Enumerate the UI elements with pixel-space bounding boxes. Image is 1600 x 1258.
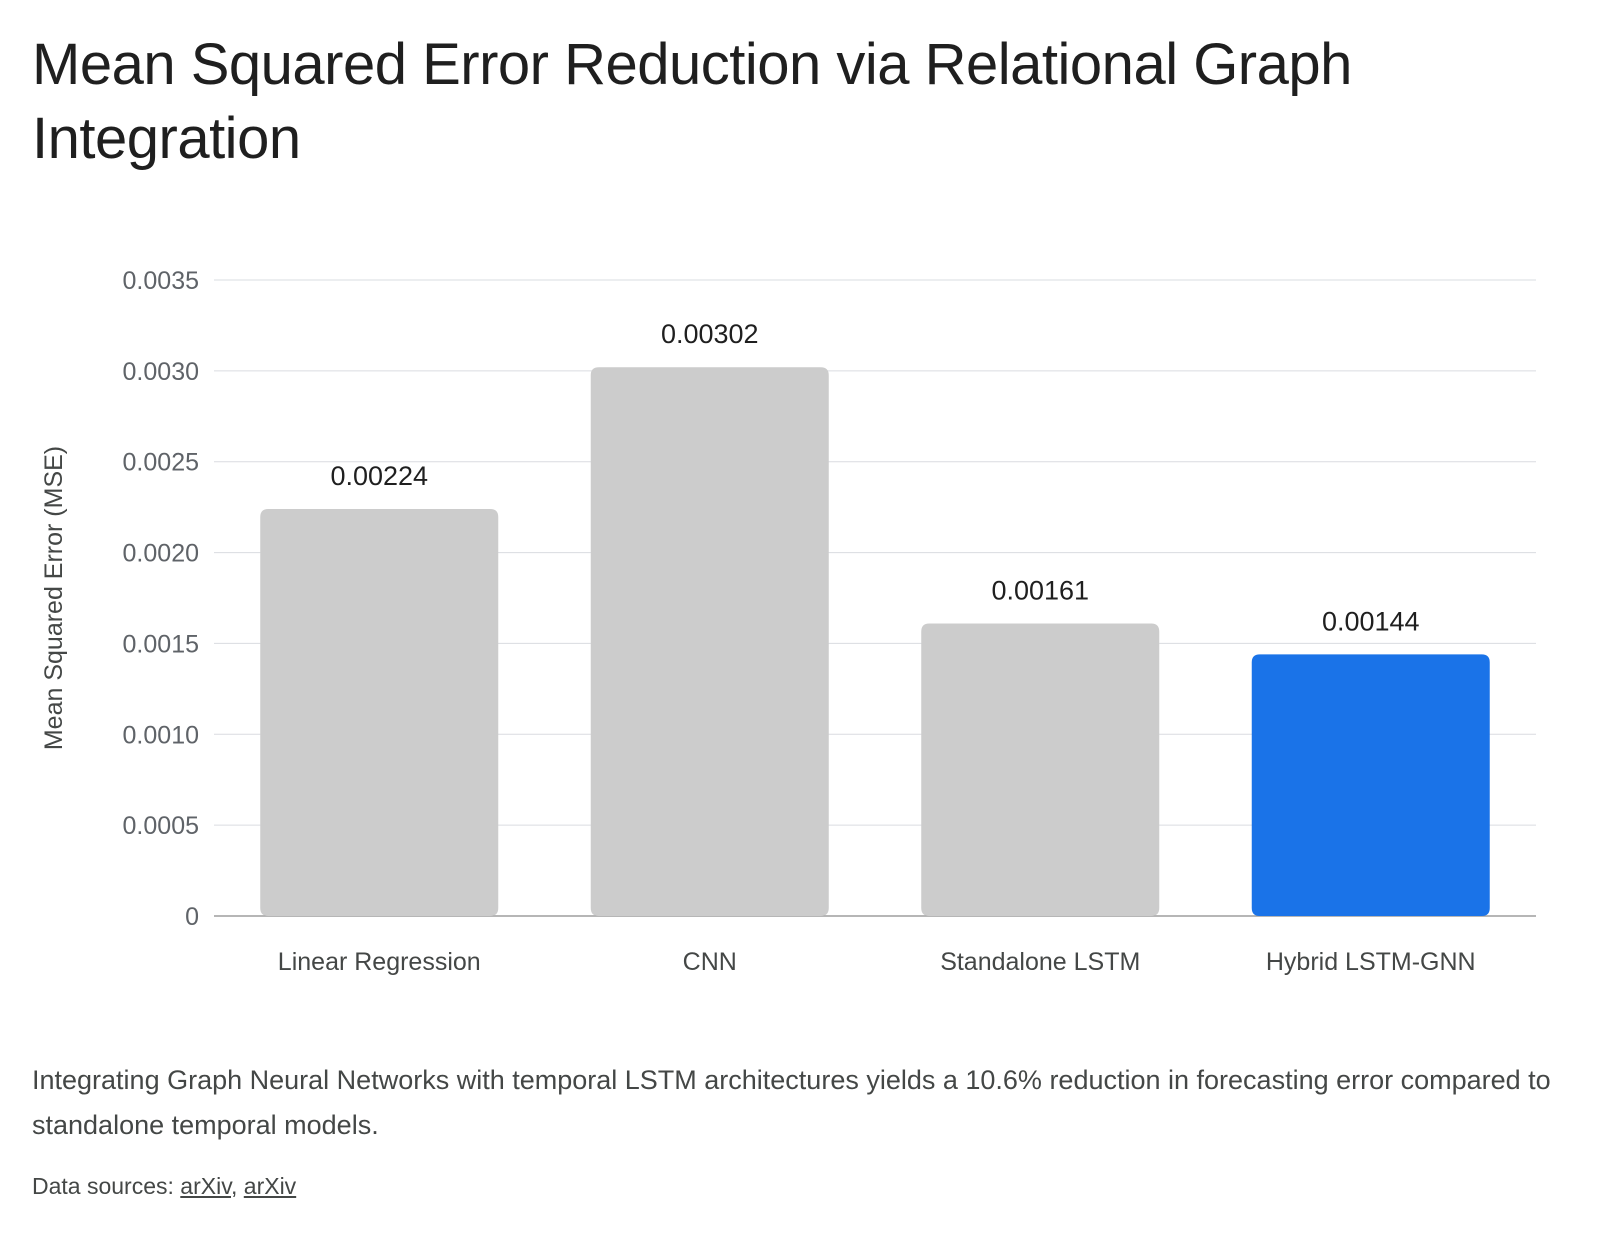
bars	[260, 367, 1490, 916]
bar-cnn	[590, 367, 829, 916]
y-tick-label: 0.0035	[123, 267, 199, 295]
y-axis-ticks: 0 0.0005 0.0010 0.0015 0.0020 0.0025 0.0030 0.0…	[123, 267, 199, 931]
y-axis-label: Mean Squared Error (MSE)	[40, 446, 68, 750]
value-labels: 0.00224 0.00302 0.00161 0.00144	[330, 319, 1419, 636]
x-tick-label: Hybrid LSTM-GNN	[1266, 948, 1476, 976]
value-label: 0.00161	[991, 575, 1089, 605]
value-label: 0.00144	[1322, 606, 1420, 636]
x-tick-label: Linear Regression	[278, 948, 481, 976]
x-axis-ticks: Linear Regression CNN Standalone LSTM Hybri…	[278, 948, 1476, 976]
source-link-2[interactable]: arXiv	[243, 1173, 297, 1199]
bar-hybrid-lstm-gnn	[1251, 654, 1490, 916]
x-tick-label: CNN	[683, 948, 737, 976]
value-label: 0.00302	[661, 319, 759, 349]
source-link-1[interactable]: arXiv	[180, 1173, 231, 1199]
bar-chart: 0 0.0005 0.0010 0.0015 0.0020 0.0025 0.0030 0.0…	[40, 267, 1536, 976]
sources-separator: ,	[231, 1173, 244, 1199]
y-tick-label: 0.0030	[123, 358, 199, 386]
bar-standalone-lstm	[921, 623, 1160, 916]
y-tick-label: 0.0020	[123, 540, 199, 568]
y-tick-label: 0.0005	[123, 812, 199, 840]
bar-linear-regression	[260, 508, 499, 916]
chart-title: Mean Squared Error Reduction via Relatio…	[32, 32, 1352, 171]
y-tick-label: 0	[185, 903, 199, 931]
value-label: 0.00224	[330, 461, 428, 491]
y-tick-label: 0.0025	[123, 449, 199, 477]
y-tick-label: 0.0010	[123, 721, 199, 749]
y-tick-label: 0.0015	[123, 630, 199, 658]
x-tick-label: Standalone LSTM	[940, 948, 1140, 976]
sources-prefix: Data sources:	[32, 1173, 181, 1199]
data-sources: Data sources: arXiv, arXiv	[32, 1170, 296, 1202]
chart-caption: Integrating Graph Neural Networks with t…	[32, 1065, 1551, 1140]
